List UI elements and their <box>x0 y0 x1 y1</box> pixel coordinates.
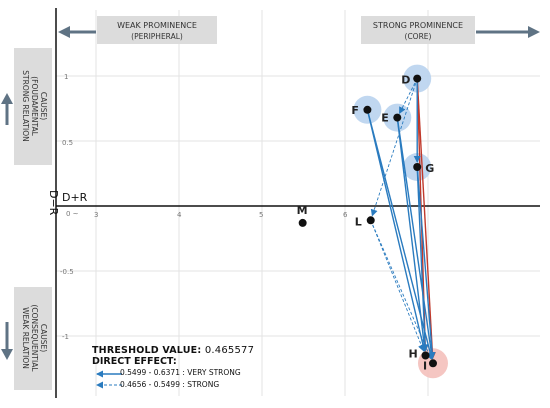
arrow-down-icon <box>1 322 13 360</box>
x-tick-6: 6 <box>343 211 348 219</box>
arrow-d-to-i <box>416 78 436 360</box>
arrow-d-to-l <box>370 78 418 217</box>
node-m <box>298 218 307 227</box>
svg-text:(FOUDAMENTAL: (FOUDAMENTAL <box>30 76 39 136</box>
svg-text:WEAK RELATION: WEAK RELATION <box>21 307 30 369</box>
svg-text:CAUSE): CAUSE) <box>39 92 48 120</box>
nodes: D F E G L M HI <box>297 74 437 372</box>
svg-text:(CONSEQUENTIAL: (CONSEQUENTIAL <box>30 304 39 372</box>
node-label-d: D <box>401 74 410 87</box>
threshold-label: THRESHOLD VALUE: <box>92 345 202 356</box>
grid <box>56 10 540 396</box>
x-tick-3: 3 <box>94 211 98 219</box>
node-f <box>363 105 372 114</box>
d-plus-r-label: D+R <box>62 191 88 204</box>
y-tick-minus-0-5: -0.5 <box>60 268 74 276</box>
d-minus-r-label: D−R <box>47 190 60 216</box>
legend-strong-row: 0.4656 - 0.5499 : STRONG <box>92 380 282 391</box>
arrow-g-to-h <box>416 166 429 352</box>
arrow-right-icon <box>476 26 540 38</box>
node-label-m: M <box>297 204 308 217</box>
arrow-left-icon <box>58 26 96 38</box>
legend: THRESHOLD VALUE: 0.465577 DIRECT EFFECT:… <box>92 345 282 391</box>
arrow-d-to-e <box>399 78 418 115</box>
node-d <box>413 74 422 83</box>
node-g <box>413 163 422 171</box>
node-label-f: F <box>351 104 359 117</box>
y-tick-minus-1: -1 <box>62 333 69 341</box>
arrow-l-to-i <box>370 220 432 360</box>
y-tick-1: 1 <box>64 73 68 81</box>
node-i <box>428 359 437 368</box>
origin-mark: 0 ~ <box>66 210 79 218</box>
svg-text:(PERIPHERAL): (PERIPHERAL) <box>131 32 183 41</box>
node-label-l: L <box>355 215 362 228</box>
x-tick-4: 4 <box>177 211 182 219</box>
node-h <box>421 351 430 360</box>
svg-text:(CORE): (CORE) <box>405 32 432 41</box>
svg-text:STRONG PROMINENCE: STRONG PROMINENCE <box>373 21 463 30</box>
strong-relation-box: STRONG RELATION (FOUDAMENTAL CAUSE) <box>14 48 52 165</box>
legend-very-strong-text: 0.5499 - 0.6371 : VERY STRONG <box>120 368 241 377</box>
legend-strong-text: 0.4656 - 0.5499 : STRONG <box>120 380 220 389</box>
threshold-value: 0.465577 <box>204 345 255 356</box>
node-label-i: I <box>423 359 427 372</box>
arrow-l-to-h <box>370 220 425 352</box>
node-l <box>366 216 375 225</box>
weak-relation-box: WEAK RELATION (CONSEQUENTIAL CAUSE) <box>14 287 52 390</box>
y-tick-0-5: 0.5 <box>62 139 73 147</box>
arrow-f-to-h <box>366 109 427 352</box>
node-e <box>393 113 402 122</box>
arrow-g-to-i <box>416 166 436 360</box>
svg-text:CAUSE): CAUSE) <box>39 324 48 352</box>
arrow-up-icon <box>1 93 13 125</box>
arrow-e-to-h <box>396 117 428 352</box>
weak-prominence-box: WEAK PROMINENCE (PERIPHERAL) <box>97 16 217 44</box>
node-label-e: E <box>381 112 389 125</box>
direct-effect-label: DIRECT EFFECT: <box>92 356 177 367</box>
causal-arrows <box>366 78 436 360</box>
svg-text:STRONG RELATION: STRONG RELATION <box>21 70 30 141</box>
node-label-g: G <box>425 162 434 175</box>
x-tick-5: 5 <box>259 211 263 219</box>
legend-very-strong-row: 0.5499 - 0.6371 : VERY STRONG <box>92 368 282 379</box>
strong-prominence-box: STRONG PROMINENCE (CORE) <box>361 16 475 44</box>
node-label-h: H <box>409 348 418 361</box>
threshold-row: THRESHOLD VALUE: 0.465577 <box>92 345 282 356</box>
svg-text:WEAK PROMINENCE: WEAK PROMINENCE <box>117 21 197 30</box>
arrow-e-to-i <box>396 117 435 360</box>
